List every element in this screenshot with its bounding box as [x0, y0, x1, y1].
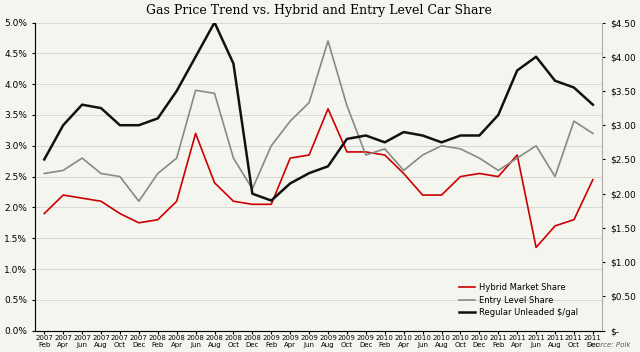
Regular Unleaded $/gal: [438, 140, 445, 144]
Entry Level Share: [476, 156, 483, 160]
Entry Level Share: [570, 119, 578, 123]
Regular Unleaded $/gal: [78, 102, 86, 107]
Hybrid Market Share: [116, 212, 124, 216]
Hybrid Market Share: [589, 177, 596, 182]
Entry Level Share: [248, 187, 256, 191]
Hybrid Market Share: [286, 156, 294, 160]
Regular Unleaded $/gal: [456, 133, 464, 138]
Regular Unleaded $/gal: [268, 199, 275, 203]
Regular Unleaded $/gal: [476, 133, 483, 138]
Regular Unleaded $/gal: [286, 181, 294, 186]
Line: Entry Level Share: Entry Level Share: [44, 41, 593, 201]
Hybrid Market Share: [513, 153, 521, 157]
Entry Level Share: [192, 88, 200, 93]
Entry Level Share: [381, 147, 388, 151]
Entry Level Share: [211, 91, 218, 95]
Entry Level Share: [230, 156, 237, 160]
Regular Unleaded $/gal: [135, 123, 143, 127]
Regular Unleaded $/gal: [116, 123, 124, 127]
Regular Unleaded $/gal: [173, 89, 180, 93]
Hybrid Market Share: [381, 153, 388, 157]
Hybrid Market Share: [551, 224, 559, 228]
Hybrid Market Share: [192, 131, 200, 136]
Entry Level Share: [154, 171, 162, 176]
Hybrid Market Share: [495, 175, 502, 179]
Entry Level Share: [495, 168, 502, 172]
Regular Unleaded $/gal: [248, 191, 256, 196]
Entry Level Share: [513, 156, 521, 160]
Regular Unleaded $/gal: [532, 55, 540, 59]
Line: Hybrid Market Share: Hybrid Market Share: [44, 109, 593, 247]
Hybrid Market Share: [60, 193, 67, 197]
Regular Unleaded $/gal: [589, 102, 596, 107]
Entry Level Share: [268, 144, 275, 148]
Regular Unleaded $/gal: [400, 130, 408, 134]
Title: Gas Price Trend vs. Hybrid and Entry Level Car Share: Gas Price Trend vs. Hybrid and Entry Lev…: [146, 4, 492, 17]
Line: Regular Unleaded $/gal: Regular Unleaded $/gal: [44, 23, 593, 201]
Regular Unleaded $/gal: [192, 55, 200, 59]
Hybrid Market Share: [97, 199, 105, 203]
Regular Unleaded $/gal: [60, 123, 67, 127]
Entry Level Share: [362, 153, 370, 157]
Hybrid Market Share: [305, 153, 313, 157]
Hybrid Market Share: [40, 212, 48, 216]
Hybrid Market Share: [78, 196, 86, 200]
Hybrid Market Share: [154, 218, 162, 222]
Regular Unleaded $/gal: [97, 106, 105, 110]
Entry Level Share: [438, 144, 445, 148]
Hybrid Market Share: [476, 171, 483, 176]
Entry Level Share: [286, 119, 294, 123]
Hybrid Market Share: [438, 193, 445, 197]
Regular Unleaded $/gal: [513, 68, 521, 73]
Hybrid Market Share: [456, 175, 464, 179]
Hybrid Market Share: [400, 171, 408, 176]
Hybrid Market Share: [532, 245, 540, 250]
Entry Level Share: [400, 168, 408, 172]
Legend: Hybrid Market Share, Entry Level Share, Regular Unleaded $/gal: Hybrid Market Share, Entry Level Share, …: [455, 280, 581, 320]
Entry Level Share: [116, 175, 124, 179]
Regular Unleaded $/gal: [305, 171, 313, 175]
Entry Level Share: [551, 175, 559, 179]
Hybrid Market Share: [230, 199, 237, 203]
Entry Level Share: [78, 156, 86, 160]
Regular Unleaded $/gal: [324, 164, 332, 168]
Regular Unleaded $/gal: [381, 140, 388, 144]
Entry Level Share: [456, 147, 464, 151]
Regular Unleaded $/gal: [551, 78, 559, 83]
Regular Unleaded $/gal: [154, 116, 162, 120]
Text: Source: Polk: Source: Polk: [587, 342, 630, 348]
Hybrid Market Share: [268, 202, 275, 206]
Hybrid Market Share: [570, 218, 578, 222]
Hybrid Market Share: [362, 150, 370, 154]
Entry Level Share: [419, 153, 426, 157]
Entry Level Share: [343, 103, 351, 108]
Hybrid Market Share: [211, 181, 218, 185]
Hybrid Market Share: [248, 202, 256, 206]
Regular Unleaded $/gal: [570, 86, 578, 90]
Entry Level Share: [305, 101, 313, 105]
Regular Unleaded $/gal: [362, 133, 370, 138]
Regular Unleaded $/gal: [40, 157, 48, 162]
Entry Level Share: [135, 199, 143, 203]
Regular Unleaded $/gal: [495, 113, 502, 117]
Entry Level Share: [40, 171, 48, 176]
Regular Unleaded $/gal: [343, 137, 351, 141]
Regular Unleaded $/gal: [230, 62, 237, 66]
Hybrid Market Share: [419, 193, 426, 197]
Regular Unleaded $/gal: [419, 133, 426, 138]
Hybrid Market Share: [324, 107, 332, 111]
Entry Level Share: [324, 39, 332, 43]
Hybrid Market Share: [135, 221, 143, 225]
Entry Level Share: [97, 171, 105, 176]
Hybrid Market Share: [343, 150, 351, 154]
Entry Level Share: [173, 156, 180, 160]
Regular Unleaded $/gal: [211, 20, 218, 25]
Hybrid Market Share: [173, 199, 180, 203]
Entry Level Share: [589, 131, 596, 136]
Entry Level Share: [60, 168, 67, 172]
Entry Level Share: [532, 144, 540, 148]
